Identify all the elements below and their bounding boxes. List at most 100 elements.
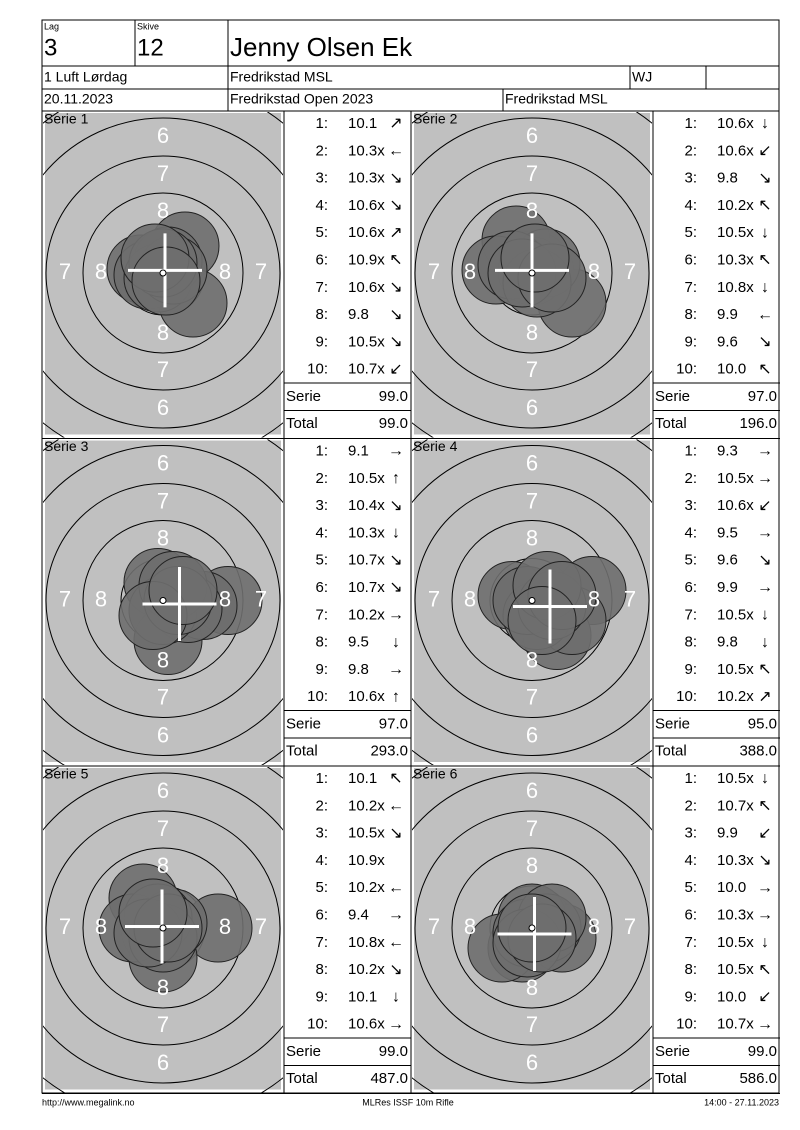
- shot-direction: ↖: [758, 361, 771, 378]
- target-label: Skive: [137, 21, 159, 31]
- centre-mark: [528, 269, 536, 277]
- ring-label: 6: [157, 778, 169, 803]
- serie-sum: 99.0: [748, 1043, 777, 1060]
- team-label: Lag: [44, 21, 59, 31]
- ring-label: 8: [588, 914, 600, 939]
- shot-direction: →: [757, 443, 773, 460]
- ring: [45, 810, 281, 1046]
- shot-score: 10.2x: [717, 688, 754, 705]
- shot-number: 3:: [684, 170, 697, 187]
- shot-direction: ↑: [392, 688, 400, 705]
- shot-direction: ↙: [389, 361, 402, 378]
- shot-number: 2:: [684, 470, 697, 487]
- shot-score: 10.2x: [717, 197, 754, 214]
- shot-number: 9:: [315, 661, 328, 678]
- shot-hole: [507, 586, 577, 655]
- shot-number: 6:: [684, 906, 697, 923]
- shot-number: 7:: [315, 279, 328, 296]
- running-total: 99.0: [379, 415, 408, 432]
- ring-label: 6: [526, 395, 538, 420]
- ring-label: 6: [157, 123, 169, 148]
- shot-score: 10.2x: [348, 879, 385, 896]
- ring-label: 7: [526, 816, 538, 841]
- ring-label: 7: [157, 488, 169, 513]
- shot-direction: →: [757, 579, 773, 596]
- ring-label: 8: [526, 853, 538, 878]
- shot-direction: ←: [388, 143, 404, 160]
- shot-score: 10.5x: [717, 934, 754, 951]
- shot-number: 3:: [315, 497, 328, 514]
- shot-number: 10:: [307, 1016, 328, 1033]
- shot-score: 10.1: [348, 115, 377, 132]
- shot-score: 10.2x: [348, 797, 385, 814]
- shot-number: 4:: [684, 852, 697, 869]
- footer-timestamp: 14:00 - 27.11.2023: [704, 1097, 779, 1107]
- shot-direction: ↘: [758, 852, 771, 869]
- team: 3: [44, 34, 57, 61]
- ring-label: 7: [428, 586, 440, 611]
- shot-direction: ↘: [389, 334, 402, 351]
- shot-number: 6:: [684, 251, 697, 268]
- shot-score: 10.3x: [348, 170, 385, 187]
- shot-number: 6:: [315, 251, 328, 268]
- ring-label: 7: [526, 684, 538, 709]
- ring-label: 7: [157, 357, 169, 382]
- total-label: Total: [286, 742, 318, 759]
- ring-label: 8: [588, 586, 600, 611]
- shot-direction: ↓: [761, 634, 769, 651]
- shot-score: 10.5x: [717, 770, 754, 787]
- shot-number: 10:: [676, 1016, 697, 1033]
- shot-number: 2:: [315, 797, 328, 814]
- shot-hole: [148, 556, 218, 625]
- ring-label: 6: [526, 123, 538, 148]
- shot-score: 10.5x: [717, 661, 754, 678]
- serie-label: Serie: [655, 1043, 690, 1060]
- centre-mark: [528, 924, 536, 932]
- ring-label: 8: [219, 259, 231, 284]
- ring-label: 8: [95, 259, 107, 284]
- ring: [82, 192, 244, 354]
- shot-direction: ↖: [389, 770, 402, 787]
- shot-direction: ↑: [392, 470, 400, 487]
- ring-label: 7: [59, 914, 71, 939]
- shot-number: 5:: [684, 224, 697, 241]
- ring-label: 7: [157, 1012, 169, 1037]
- target: [412, 439, 652, 765]
- ring: [45, 483, 281, 718]
- shot-score: 10.5x: [717, 606, 754, 623]
- shot-direction: ↓: [761, 934, 769, 951]
- serie-label: Serie: [286, 1043, 321, 1060]
- shot-number: 5:: [684, 552, 697, 569]
- date: 20.11.2023: [44, 91, 113, 107]
- shot-number: 1:: [315, 115, 328, 132]
- shot-score: 10.0: [717, 879, 746, 896]
- shot-direction: →: [388, 607, 404, 624]
- shot-number: 1:: [684, 770, 697, 787]
- shot-score: 9.6: [717, 552, 738, 569]
- ring: [414, 810, 650, 1046]
- ring-label: 8: [526, 198, 538, 223]
- shot-score: 10.2x: [348, 606, 385, 623]
- shot-score: 10.9x: [348, 852, 385, 869]
- shot-number: 10:: [676, 688, 697, 705]
- shot-number: 7:: [684, 934, 697, 951]
- shot-number: 6:: [684, 579, 697, 596]
- ring-label: 7: [59, 259, 71, 284]
- shot-number: 5:: [315, 224, 328, 241]
- ring-label: 7: [624, 586, 636, 611]
- shot-direction: ↘: [389, 497, 402, 514]
- ring: [43, 445, 283, 756]
- ring: [412, 772, 652, 1084]
- shot-number: 7:: [684, 606, 697, 623]
- footer-software: MLRes ISSF 10m Rifle: [362, 1097, 454, 1107]
- ring-label: 6: [526, 778, 538, 803]
- shot-direction: ↓: [392, 989, 400, 1006]
- shot-number: 8:: [684, 961, 697, 978]
- target: [43, 767, 283, 1093]
- ring: [451, 192, 613, 354]
- ring-label: 7: [526, 488, 538, 513]
- shot-number: 9:: [315, 988, 328, 1005]
- shot-score: 10.2x: [348, 961, 385, 978]
- ring-label: 7: [157, 161, 169, 186]
